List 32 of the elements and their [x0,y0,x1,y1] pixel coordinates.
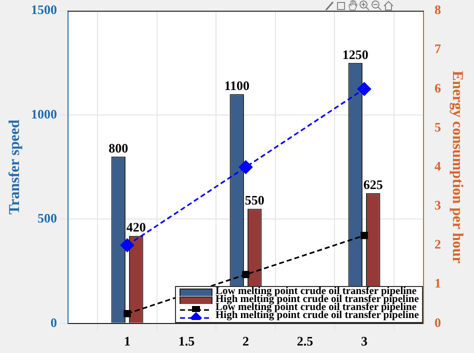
y-tick-label: 500 [38,210,57,226]
y2-tick-label: 4 [434,158,442,174]
y2-tick-label: 1 [434,276,441,291]
point [360,232,368,240]
y2-tick-label: 0 [434,314,441,330]
data-label: 1250 [342,46,368,62]
point [238,160,253,174]
y2-tick-label: 3 [434,198,442,213]
y2-tick-label: 5 [434,119,442,134]
y2-tick-label: 2 [434,236,441,252]
data-label: 420 [126,220,146,235]
y2-tick-label: 8 [434,2,442,18]
x-tick-label: 2.5 [296,334,314,349]
x-tick-label: 2 [242,334,249,349]
point [242,270,250,278]
y-tick-label: 1000 [31,106,57,122]
data-label: 1100 [224,78,250,94]
data-label: 550 [244,192,264,208]
y2-tick-label: 7 [434,41,442,56]
y-axis-title: Transfer speed [6,119,23,215]
point [120,238,134,252]
y2-tick-label: 6 [434,80,442,96]
y-tick-label: 0 [50,314,57,330]
data-label: 800 [108,140,128,156]
x-tick-label: 1.5 [178,334,196,349]
y-tick-label: 1500 [31,2,57,18]
x-tick-label: 1 [124,334,130,349]
y2-axis-title: Energy consumption per hour [449,70,466,264]
point [124,310,131,318]
point [357,82,372,96]
x-tick-label: 3 [361,334,368,349]
data-label: 625 [363,177,384,192]
